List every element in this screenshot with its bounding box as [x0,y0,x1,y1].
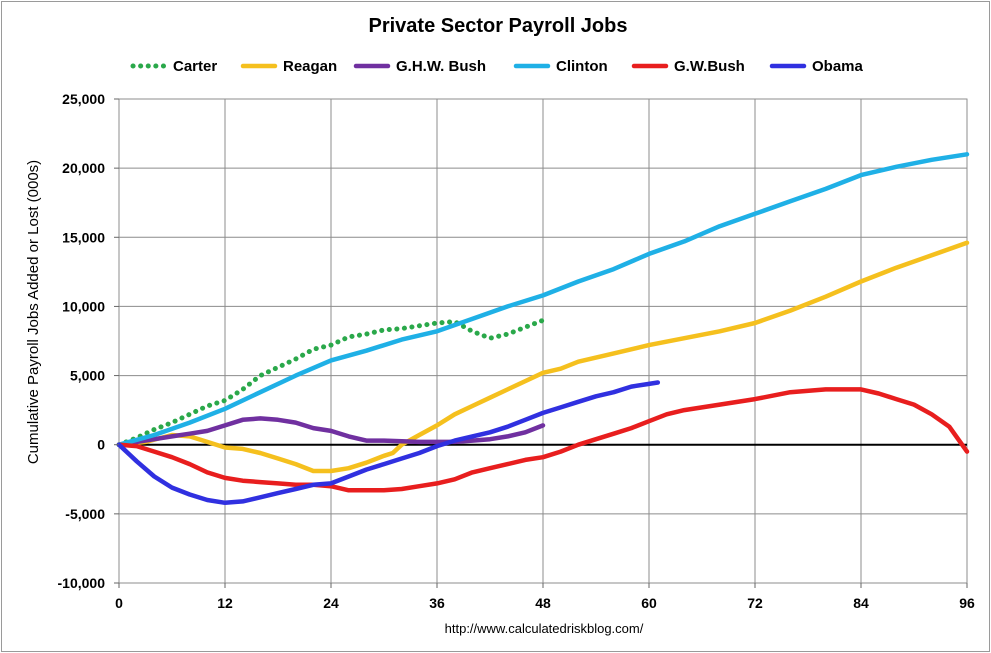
x-tick-label: 24 [323,595,339,611]
legend: Carter Reagan G.H.W. Bush Clinton G.W.Bush Ob… [130,58,864,75]
y-tick-label: 20,000 [62,160,105,176]
y-tick-label: 25,000 [62,91,105,107]
y-tick-label: 0 [97,437,105,453]
legend-label-obama: Obama [812,58,864,75]
legend-label-g-w-bush: G.W.Bush [674,58,745,75]
x-tick-label: 36 [429,595,445,611]
series-line-obama [116,380,661,506]
x-tick-label: 12 [217,595,233,611]
series-line-g-w-bush [116,387,970,493]
legend-label-g-h-w-bush: G.H.W. Bush [396,58,486,75]
y-tick-label: -5,000 [65,506,105,522]
chart-title: Private Sector Payroll Jobs [368,15,627,37]
x-tick-label: 0 [115,595,123,611]
y-tick-label: -10,000 [58,575,106,591]
series-line-reagan [116,240,970,474]
series-lines [116,152,970,506]
y-axis-label: Cumulative Payroll Jobs Added or Lost (0… [25,160,42,464]
gridlines [118,98,968,584]
series-line-g-h-w-bush [116,416,546,447]
y-tick-label: 5,000 [70,368,105,384]
source-url: http://www.calculatedriskblog.com/ [445,621,644,636]
legend-label-reagan: Reagan [283,58,337,75]
series-line-clinton [116,152,970,447]
x-tick-label: 96 [959,595,975,611]
x-tick-label: 48 [535,595,551,611]
series-line-carter [116,317,546,448]
axes: 0 12 24 36 48 60 72 84 96 25,000 20,000 15,000 10,00… [58,91,975,611]
x-tick-label: 72 [747,595,763,611]
y-tick-label: 10,000 [62,298,105,314]
x-tick-label: 60 [641,595,657,611]
legend-label-clinton: Clinton [556,58,608,75]
y-tick-label: 15,000 [62,229,105,245]
legend-label-carter: Carter [173,58,217,75]
x-tick-label: 84 [853,595,869,611]
